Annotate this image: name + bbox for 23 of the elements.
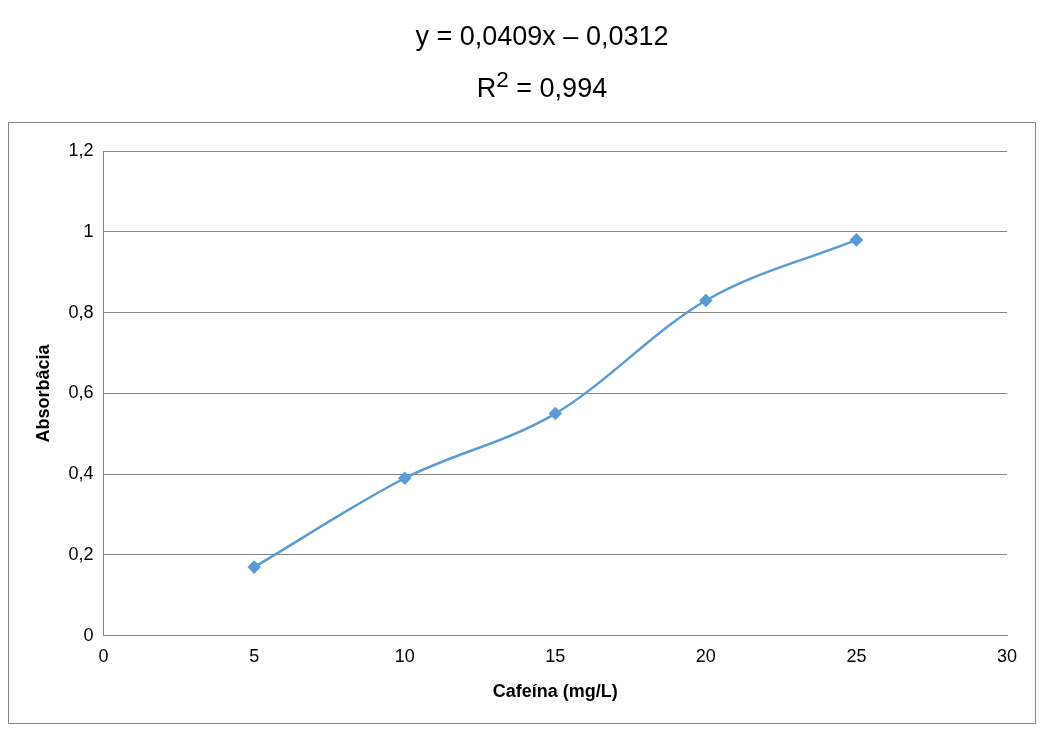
y-axis-title: Absorbâcia bbox=[32, 343, 53, 443]
y-tick-label: 0 bbox=[83, 624, 94, 645]
y-tick-label: 1 bbox=[83, 220, 94, 241]
y-tick-label: 0,6 bbox=[68, 382, 94, 403]
x-tick-label: 25 bbox=[846, 645, 867, 666]
x-axis-title: Cafeína (mg/L) bbox=[492, 681, 618, 702]
point bbox=[247, 560, 261, 574]
y-tick-label: 0,8 bbox=[68, 301, 94, 322]
y-tick-label: 1,2 bbox=[68, 139, 94, 160]
y-tick-label: 0,4 bbox=[68, 463, 94, 484]
x-tick-label: 0 bbox=[98, 645, 109, 666]
point bbox=[549, 407, 562, 420]
point bbox=[398, 471, 411, 485]
point bbox=[850, 233, 863, 247]
x-tick-label: 15 bbox=[545, 645, 566, 666]
x-tick-label: 5 bbox=[249, 645, 260, 666]
x-tick-label: 20 bbox=[695, 645, 716, 666]
chart-subtitle: R$^{2}$ = 0,994 bbox=[475, 66, 609, 105]
point bbox=[699, 294, 713, 307]
chart-title: y = 0,0409x – 0,0312 bbox=[414, 20, 670, 53]
x-tick-label: 10 bbox=[394, 645, 415, 666]
x-tick-label: 30 bbox=[996, 645, 1018, 666]
y-tick-label: 0,2 bbox=[68, 543, 94, 564]
